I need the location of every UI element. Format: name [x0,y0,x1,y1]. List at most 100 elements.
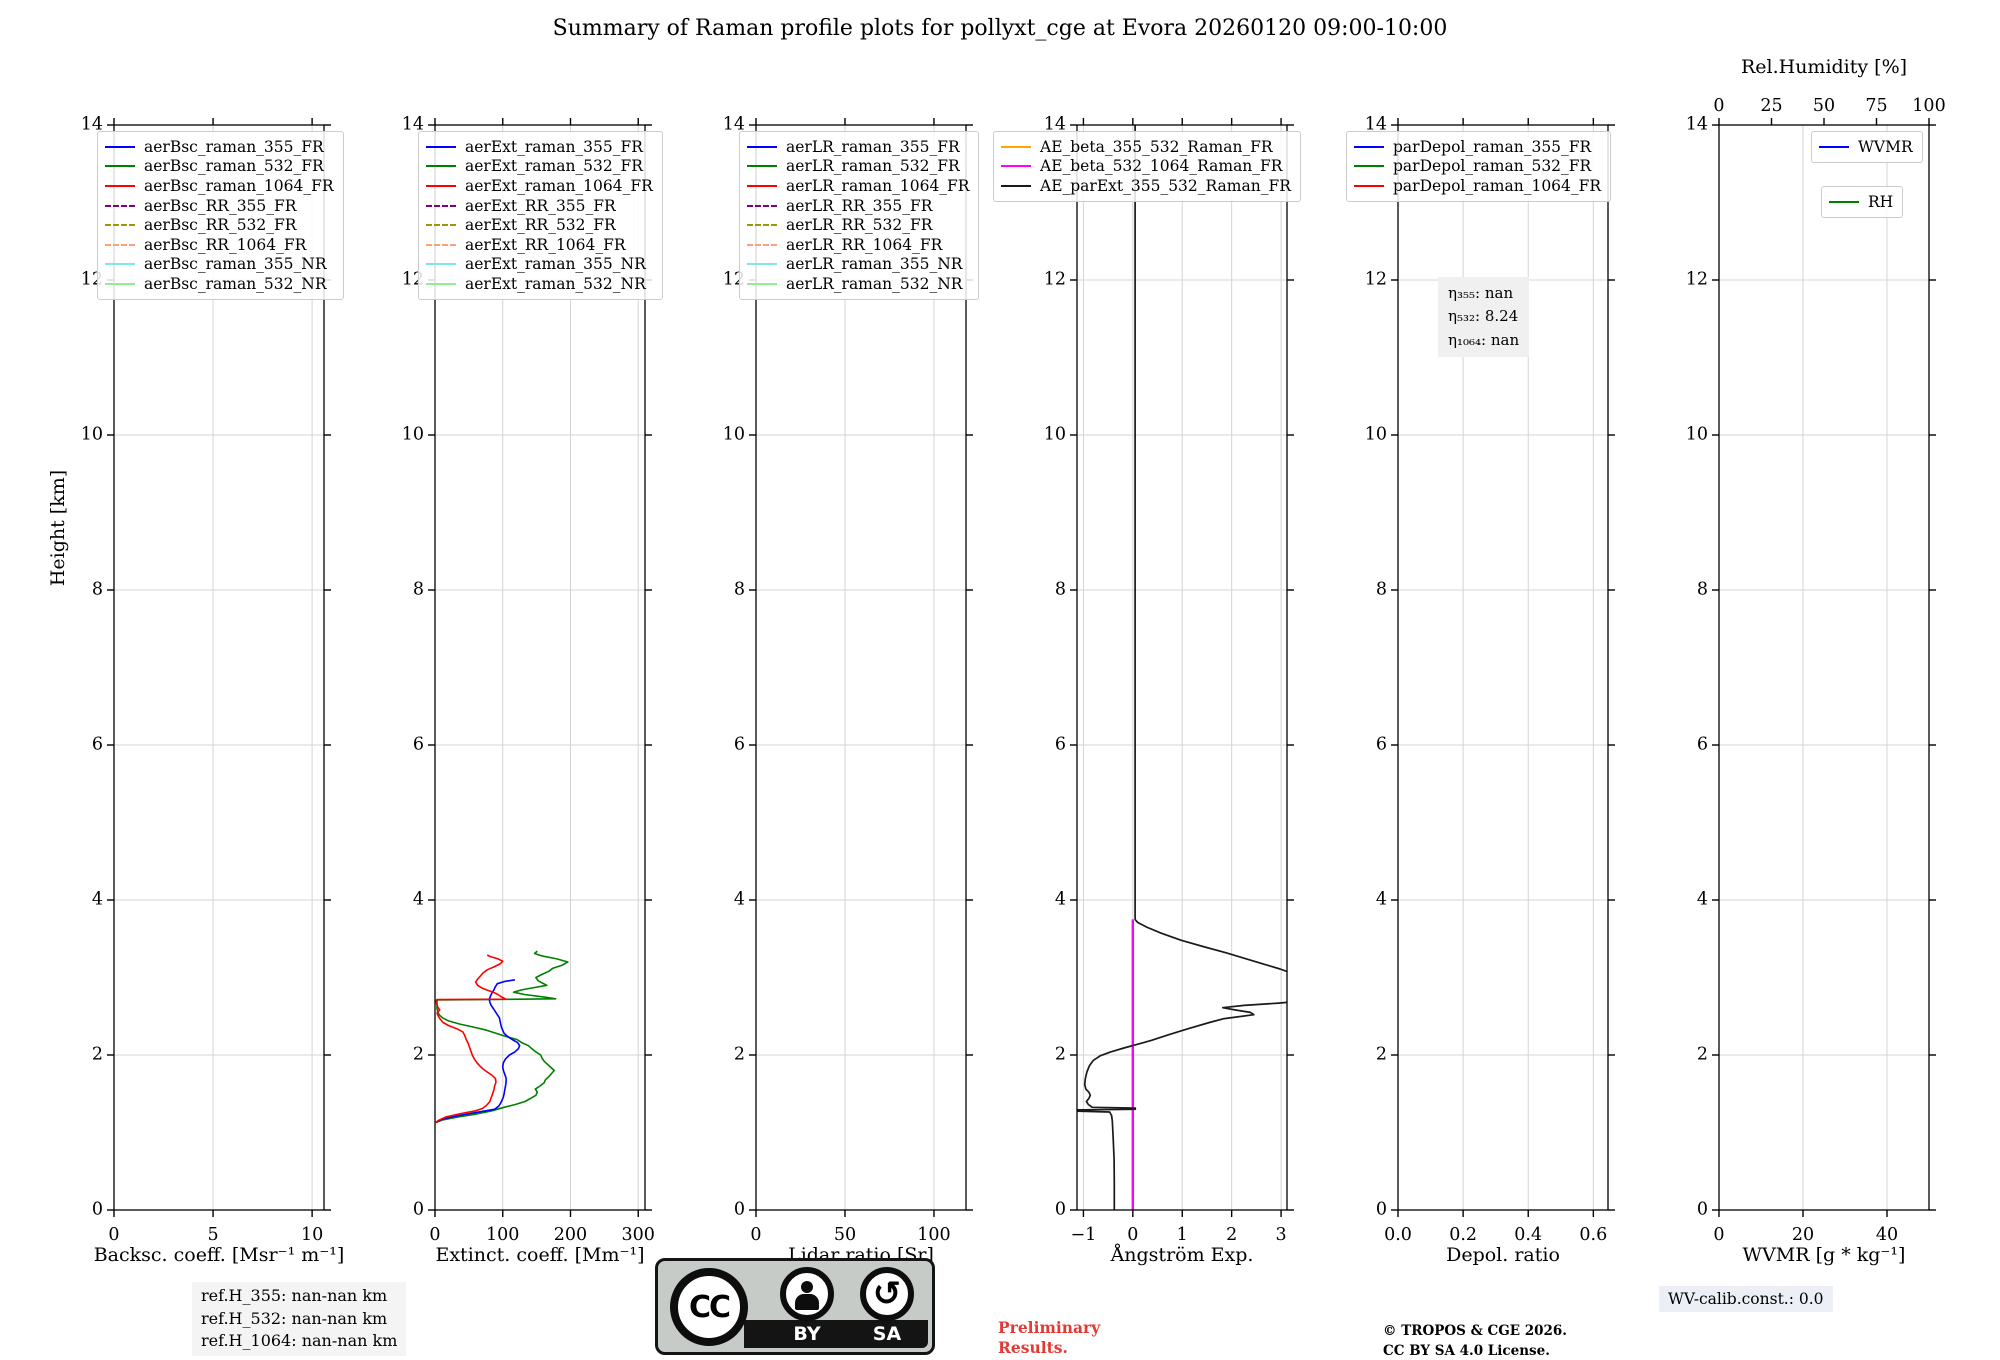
legend-item-label: aerExt_raman_532_NR [465,274,646,293]
svg-text:0: 0 [1713,96,1724,116]
legend-line-sample [747,282,777,285]
svg-text:300: 300 [622,1225,655,1245]
legend-item-label: aerLR_raman_532_NR [786,274,963,293]
legend-line-sample [426,282,456,285]
legend-item: aerLR_RR_532_FR [747,215,969,235]
svg-text:0.2: 0.2 [1449,1225,1477,1245]
preliminary-results-note: Preliminary Results. [998,1318,1101,1358]
legend-line-sample [426,243,456,246]
legend-item-label: aerLR_RR_1064_FR [786,235,943,254]
legend-line-sample [747,165,777,168]
legend-line-sample [1001,145,1031,148]
legend-line-sample [426,224,456,227]
svg-text:2: 2 [734,1045,745,1065]
svg-text:0: 0 [1055,1200,1066,1220]
legend-line-sample [1829,200,1859,203]
legend-item-label: parDepol_raman_355_FR [1393,137,1592,156]
legend-line-sample [426,204,456,207]
legend-item: aerBsc_RR_1064_FR [105,235,334,255]
legend-item: RH [1829,192,1893,212]
svg-text:0: 0 [1713,1225,1724,1245]
legend-line-sample [105,184,135,187]
legend-backscatter: aerBsc_raman_355_FR aerBsc_raman_532_FR ae… [97,131,344,300]
legend-item-label: aerBsc_raman_532_NR [144,274,327,293]
svg-text:10: 10 [1686,425,1708,445]
svg-text:50: 50 [834,1225,856,1245]
legend-item-label: aerBsc_RR_355_FR [144,196,297,215]
svg-text:0.6: 0.6 [1579,1225,1607,1245]
reference-heights-note: ref.H_355: nan-nan km ref.H_532: nan-nan… [192,1282,407,1357]
legend-line-sample [747,204,777,207]
svg-text:2: 2 [1376,1045,1387,1065]
legend-item: aerBsc_RR_355_FR [105,196,334,216]
legend-line-sample [105,145,135,148]
svg-text:4: 4 [92,890,103,910]
svg-text:12: 12 [1365,270,1387,290]
series-aerExt_raman_355_FR [436,979,521,1123]
svg-text:10: 10 [1365,425,1387,445]
legend-item-label: aerLR_raman_355_NR [786,255,963,274]
svg-text:12: 12 [1686,270,1708,290]
legend-line-sample [747,145,777,148]
legend-item-label: aerLR_raman_355_FR [786,137,960,156]
legend-item: aerBsc_raman_355_NR [105,255,334,275]
svg-text:10: 10 [723,425,745,445]
svg-text:50: 50 [1813,96,1835,116]
series-aerExt_raman_532_FR [435,950,569,1124]
series-AE_parExt_355_532_Raman_FR [1077,125,1287,1210]
legend-line-sample [105,224,135,227]
legend-item: aerLR_raman_355_NR [747,255,969,275]
svg-text:100: 100 [1912,96,1945,116]
svg-text:6: 6 [734,735,745,755]
legend-line-sample [426,145,456,148]
legend-line-sample [747,263,777,266]
series-aerExt_raman_1064_FR [435,954,507,1124]
svg-text:0: 0 [92,1200,103,1220]
legend-item: aerExt_RR_355_FR [426,196,653,216]
legend-item-label: AE_parExt_355_532_Raman_FR [1040,176,1291,195]
svg-text:0.0: 0.0 [1384,1225,1412,1245]
cc-license-badge: CC ↺ BY SA [655,1258,935,1355]
legend-item: aerBsc_raman_1064_FR [105,176,334,196]
svg-text:4: 4 [1055,890,1066,910]
cc-sa-arrow-icon: ↺ [860,1267,914,1321]
legend-angstrom: AE_beta_355_532_Raman_FR AE_beta_532_1064… [993,131,1301,202]
legend-item-label: aerBsc_RR_532_FR [144,216,297,235]
top-axis-label-rel-humidity: Rel.Humidity [%] [1740,56,1908,78]
svg-text:2: 2 [1055,1045,1066,1065]
legend-item: aerLR_raman_355_FR [747,137,969,157]
svg-text:14: 14 [1686,115,1708,135]
legend-item: parDepol_raman_355_FR [1354,137,1601,157]
legend-depol-ratio: parDepol_raman_355_FR parDepol_raman_532_… [1346,131,1612,202]
svg-text:20: 20 [1792,1225,1814,1245]
legend-lidar-ratio: aerLR_raman_355_FR aerLR_raman_532_FR aerL… [739,131,980,300]
legend-line-sample [426,184,456,187]
svg-text:4: 4 [1697,890,1708,910]
svg-text:14: 14 [723,115,745,135]
svg-text:14: 14 [81,115,103,135]
cc-sa-label: SA [872,1323,902,1345]
svg-text:4: 4 [413,890,424,910]
legend-item: aerExt_raman_355_FR [426,137,653,157]
ref-h-532: ref.H_532: nan-nan km [201,1308,388,1328]
svg-text:0: 0 [429,1225,440,1245]
legend-line-sample [105,243,135,246]
legend-item: AE_parExt_355_532_Raman_FR [1001,176,1291,196]
legend-item-label: aerLR_raman_532_FR [786,157,960,176]
legend-item: aerBsc_raman_532_FR [105,157,334,177]
legend-line-sample [105,282,135,285]
svg-text:4: 4 [734,890,745,910]
legend-item-label: aerBsc_raman_355_FR [144,137,324,156]
svg-text:25: 25 [1760,96,1782,116]
depol-eta-annotation: η₃₅₅: nan η₅₃₂: 8.24 η₁₀₆₄: nan [1438,277,1530,357]
svg-text:8: 8 [413,580,424,600]
svg-text:8: 8 [734,580,745,600]
legend-item-label: aerBsc_RR_1064_FR [144,235,307,254]
svg-text:200: 200 [554,1225,587,1245]
svg-text:1: 1 [1177,1225,1188,1245]
legend2-wvmr: RH [1821,186,1904,218]
svg-text:0: 0 [734,1200,745,1220]
legend-item-label: aerExt_RR_532_FR [465,216,616,235]
legend-item: aerExt_raman_532_FR [426,157,653,177]
